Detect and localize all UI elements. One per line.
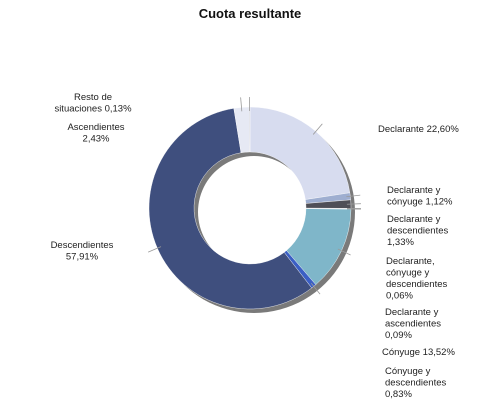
slice-label-line: Declarante y [387,185,441,196]
slice-label-line: ascendientes [385,319,441,330]
slice-label-line: Ascendientes [67,122,124,133]
pie-slice-9[interactable] [249,107,250,152]
slice-label-line: 0,83% [385,389,412,400]
slice-label-line: situaciones 0,13% [54,104,132,115]
slice-label-line: Descendientes [51,240,114,251]
slice-label-line: Declarante, [386,256,435,267]
slice-label-line: Cónyuge y [385,366,431,377]
slice-label-0: Declarante 22,60% [378,124,459,135]
leader-line-0 [313,124,322,135]
slice-label-line: Resto de [74,92,112,103]
slice-label-line: cónyuge y [386,268,430,279]
slice-label-line: 2,43% [83,134,110,145]
leader-line-2 [347,204,361,205]
slice-label-line: descendientes [386,279,448,290]
slice-label-line: Declarante y [387,214,441,225]
slice-label-line: Cónyuge 13,52% [382,347,455,358]
slice-label-line: descendientes [385,378,447,389]
slice-label-line: 1,33% [387,237,414,248]
slice-label-line: descendientes [387,226,449,237]
slice-label-line: 0,06% [386,291,413,302]
slice-label-line: 57,91% [66,252,99,263]
chart-title: Cuota resultante [0,6,500,21]
slice-label-line: Declarante y [385,307,439,318]
slice-label-line: cónyuge 1,12% [387,197,453,208]
slice-label-line: 0,09% [385,330,412,341]
slice-label-line: Declarante 22,60% [378,124,459,135]
pie-slice-0[interactable] [250,107,350,200]
slice-label-5: Cónyuge 13,52% [382,347,455,358]
